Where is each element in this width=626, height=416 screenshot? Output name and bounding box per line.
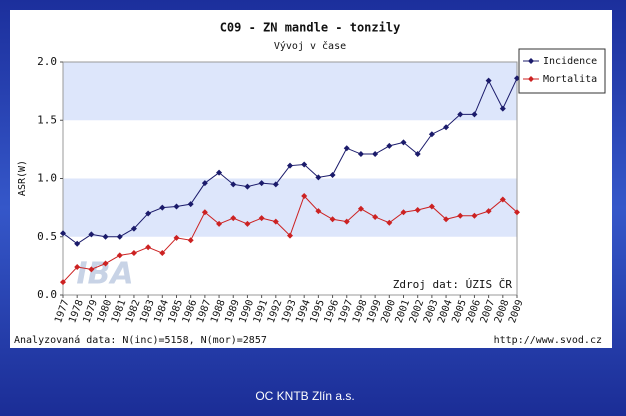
point (457, 111, 464, 118)
point (116, 233, 123, 240)
point (301, 161, 308, 168)
point (471, 212, 478, 219)
point (201, 209, 208, 216)
point (230, 181, 237, 188)
point (187, 201, 194, 208)
y-tick-label: 0.5 (37, 230, 57, 243)
point (471, 111, 478, 118)
y-tick-label: 1.0 (37, 172, 57, 185)
point (60, 279, 66, 286)
point (116, 252, 123, 259)
point (315, 208, 322, 215)
point (400, 139, 407, 146)
point (485, 77, 492, 84)
point (372, 213, 379, 220)
point (88, 231, 95, 238)
point (315, 174, 322, 181)
y-tick-label: 0.0 (37, 288, 57, 301)
point (386, 142, 393, 149)
point (159, 250, 166, 257)
point (74, 240, 81, 247)
point (74, 264, 81, 271)
point (272, 218, 279, 225)
point (130, 250, 137, 257)
y-axis-label: ASR(W) (17, 160, 28, 196)
point (159, 204, 166, 211)
legend-box (518, 48, 606, 94)
point (343, 218, 350, 225)
legend-label: Mortalita (543, 74, 597, 85)
point (60, 230, 66, 237)
point (244, 183, 251, 190)
point (173, 203, 180, 210)
point (343, 145, 350, 152)
point (287, 232, 293, 239)
point (514, 209, 520, 216)
point (414, 151, 421, 158)
y-tick-label: 1.5 (37, 113, 57, 126)
point (102, 233, 109, 240)
point (145, 244, 152, 251)
legend-marker (528, 76, 534, 82)
source: Zdroj dat: ÚZIS ČR (393, 278, 513, 291)
point (130, 225, 137, 232)
band (63, 62, 517, 121)
point (88, 266, 95, 273)
legend-marker (528, 58, 534, 64)
point (287, 162, 293, 169)
point (102, 260, 109, 267)
point (329, 216, 336, 223)
point (258, 215, 265, 222)
chart-subtitle: Vývoj v čase (274, 40, 346, 52)
point (428, 131, 435, 138)
point (145, 210, 152, 217)
point (443, 216, 450, 223)
point (216, 220, 223, 227)
point (386, 219, 393, 226)
point (173, 234, 180, 241)
point (357, 205, 364, 212)
point (216, 169, 223, 176)
legend-label: Incidence (543, 56, 597, 67)
footer-left: Analyzovaná data: N(inc)=5158, N(mor)=28… (14, 334, 267, 346)
point (329, 172, 336, 179)
point (230, 215, 237, 222)
y-tick-label: 2.0 (37, 55, 57, 68)
slide-caption: OC KNTB Zlín a.s. (255, 389, 354, 403)
point (443, 124, 450, 131)
point (428, 203, 435, 210)
point (201, 180, 208, 187)
point (499, 196, 506, 203)
band (63, 178, 517, 237)
point (372, 151, 379, 158)
point (301, 192, 308, 199)
point (457, 212, 464, 219)
footer-right: http://www.svod.cz (494, 335, 602, 346)
point (499, 105, 506, 112)
point (485, 208, 492, 215)
point (272, 181, 279, 188)
point (244, 220, 251, 227)
point (258, 180, 265, 187)
point (187, 237, 194, 244)
point (400, 209, 407, 216)
point (357, 151, 364, 158)
point (414, 206, 421, 213)
chart-title: C09 - ZN mandle - tonzily (220, 21, 401, 35)
